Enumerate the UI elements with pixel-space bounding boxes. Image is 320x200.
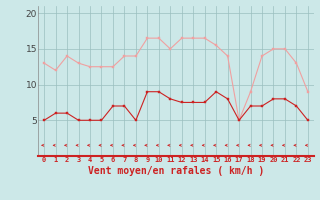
- X-axis label: Vent moyen/en rafales ( km/h ): Vent moyen/en rafales ( km/h ): [88, 166, 264, 176]
